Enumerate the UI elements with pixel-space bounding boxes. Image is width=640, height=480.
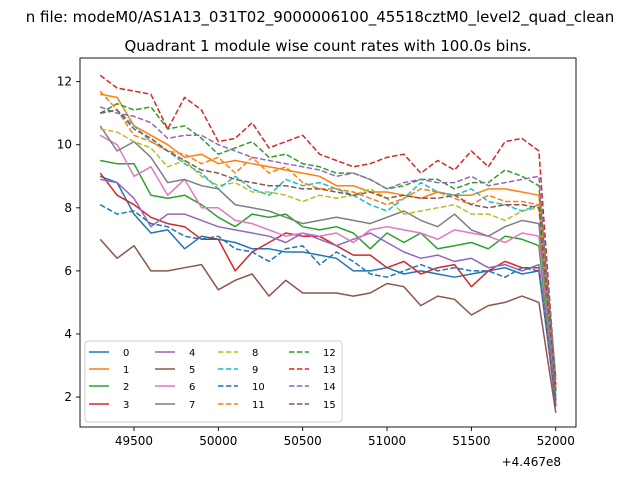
x-tick-label: 49500 bbox=[115, 434, 153, 448]
series-line-4 bbox=[100, 178, 557, 404]
legend-label-12: 12 bbox=[323, 348, 336, 359]
series-layer bbox=[99, 74, 557, 413]
y-tick-label: 12 bbox=[57, 75, 72, 89]
legend-label-14: 14 bbox=[323, 382, 336, 393]
legend-label-11: 11 bbox=[252, 400, 265, 411]
series-line-13 bbox=[99, 74, 557, 385]
x-offset-label: +4.467e8 bbox=[502, 455, 561, 469]
series-line-12 bbox=[99, 102, 557, 379]
legend-label-6: 6 bbox=[189, 382, 195, 393]
series-line-1 bbox=[100, 93, 557, 388]
legend-label-13: 13 bbox=[323, 365, 336, 376]
legend-label-3: 3 bbox=[123, 400, 129, 411]
plot-frame bbox=[79, 57, 577, 428]
legend-label-1: 1 bbox=[123, 365, 129, 376]
legend-box bbox=[84, 340, 343, 423]
legend-label-8: 8 bbox=[252, 348, 258, 359]
legend-label-7: 7 bbox=[189, 400, 195, 411]
series-line-9 bbox=[100, 109, 557, 391]
y-tick-label: 6 bbox=[64, 264, 72, 278]
y-tick-label: 4 bbox=[64, 327, 72, 341]
series-line-8 bbox=[100, 128, 557, 394]
series-line-14 bbox=[99, 106, 557, 382]
series-line-3 bbox=[99, 172, 557, 407]
series-line-15 bbox=[100, 109, 557, 391]
series-line-10 bbox=[99, 204, 557, 401]
series-line-0 bbox=[99, 175, 557, 401]
x-tick-label: 52000 bbox=[537, 434, 575, 448]
chart-title: Quadrant 1 module wise count rates with … bbox=[124, 37, 531, 55]
x-tick-label: 50500 bbox=[284, 434, 322, 448]
x-tick-label: 51000 bbox=[368, 434, 406, 448]
legend-label-10: 10 bbox=[252, 382, 265, 393]
legend-label-2: 2 bbox=[123, 382, 129, 393]
y-tick-label: 2 bbox=[64, 390, 72, 404]
series-line-2 bbox=[100, 159, 557, 404]
series-line-6 bbox=[99, 134, 557, 398]
series-line-11 bbox=[99, 90, 557, 388]
legend-label-0: 0 bbox=[123, 348, 129, 359]
series-line-5 bbox=[99, 238, 557, 413]
series-line-7 bbox=[99, 125, 557, 398]
legend-label-9: 9 bbox=[252, 365, 258, 376]
x-tick-label: 51500 bbox=[452, 434, 490, 448]
x-tick-label: 50000 bbox=[199, 434, 237, 448]
chart-suptitle: n file: modeM0/AS1A13_031T02_9000006100_… bbox=[26, 8, 615, 27]
y-tick-label: 8 bbox=[64, 201, 72, 215]
y-tick-label: 10 bbox=[57, 138, 72, 152]
legend-label-5: 5 bbox=[189, 365, 195, 376]
legend-label-15: 15 bbox=[323, 400, 336, 411]
legend-label-4: 4 bbox=[189, 348, 195, 359]
